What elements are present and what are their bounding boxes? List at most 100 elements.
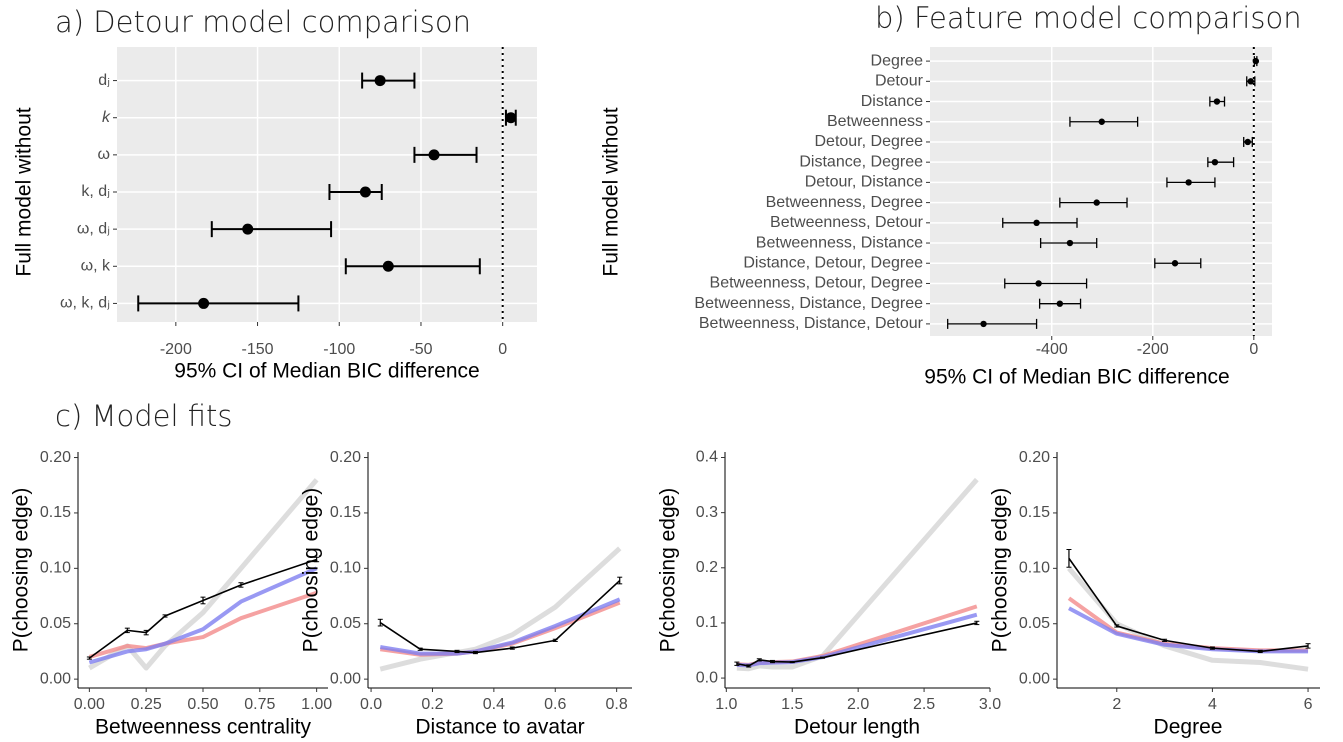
median-point <box>1066 239 1074 247</box>
y-tick-label: Distance, Detour, Degree <box>743 254 923 271</box>
plot-background <box>117 47 537 322</box>
x-tick-label: 1.00 <box>301 696 332 713</box>
series-line <box>88 558 317 659</box>
y-tick-label: 0.15 <box>40 504 71 521</box>
y-tick-label: Betweenness, Distance, Degree <box>694 295 923 312</box>
median-point <box>1056 300 1064 307</box>
median-point <box>1211 158 1219 166</box>
x-tick-label: -400 <box>1036 341 1068 358</box>
median-point <box>980 320 987 328</box>
series-line <box>88 566 318 665</box>
series-line <box>379 546 622 672</box>
y-tick-label: dⱼ <box>98 72 110 89</box>
plot-background <box>930 47 1272 336</box>
y-tick-label: 0.2 <box>696 559 718 576</box>
y-tick-label: Distance <box>861 93 923 110</box>
median-point <box>242 223 254 235</box>
y-tick-label: 0.0 <box>696 669 718 686</box>
chart-title: a) Detour model comparison <box>55 5 471 39</box>
x-axis-label: Degree <box>1154 716 1223 739</box>
x-axis-label: 95% CI of Median BIC difference <box>924 366 1229 389</box>
x-tick-label: 6 <box>1304 696 1313 713</box>
x-tick-label: 0 <box>498 341 507 358</box>
x-tick-label: 0.00 <box>74 696 105 713</box>
x-tick-label: -50 <box>409 341 432 358</box>
x-tick-label: -200 <box>1137 341 1169 358</box>
y-tick-label: 0.10 <box>1019 560 1050 577</box>
x-axis-label: Distance to avatar <box>415 716 584 739</box>
x-tick-label: 3.0 <box>979 696 1001 713</box>
y-axis-label: Full model without <box>600 107 623 276</box>
x-axis-label: Detour length <box>794 716 920 739</box>
y-axis-label: P(choosing edge) <box>300 488 323 653</box>
series-line <box>736 612 978 668</box>
y-tick-label: ω, k <box>81 258 111 275</box>
series-line <box>1068 606 1309 654</box>
y-tick-label: Detour, Degree <box>814 133 923 150</box>
y-tick-label: Betweenness, Detour <box>770 214 924 231</box>
x-tick-label: -200 <box>160 341 192 358</box>
y-tick-label: 0.00 <box>330 670 361 687</box>
chart-title: b) Feature model comparison <box>875 1 1302 35</box>
median-point <box>382 260 394 272</box>
y-tick-label: Detour, Distance <box>805 174 923 191</box>
median-point <box>505 112 517 124</box>
x-tick-label: 0 <box>1249 341 1258 358</box>
y-tick-label: Betweenness, Distance, Detour <box>699 315 924 332</box>
y-tick-label: Betweenness, Detour, Degree <box>710 275 924 292</box>
y-tick-label: Distance, Degree <box>799 153 923 170</box>
median-point <box>1252 57 1260 65</box>
y-tick-label: ω <box>98 146 111 163</box>
y-tick-label: 0.00 <box>1019 670 1050 687</box>
x-tick-label: 0.6 <box>544 696 566 713</box>
series-line <box>1067 566 1309 672</box>
y-tick-label: ω, dⱼ <box>77 220 110 237</box>
series-line <box>379 597 621 656</box>
median-point <box>1247 78 1254 85</box>
x-axis-label: Betweenness centrality <box>95 716 311 739</box>
median-point <box>1213 98 1221 105</box>
series-line <box>736 477 979 672</box>
x-tick-label: 0.2 <box>421 696 443 713</box>
y-tick-label: 0.20 <box>40 449 71 466</box>
median-point <box>1098 118 1105 125</box>
y-tick-label: Degree <box>871 52 924 69</box>
y-tick-label: Betweenness, Degree <box>766 194 924 211</box>
x-tick-label: 0.8 <box>606 696 628 713</box>
series-line <box>88 478 319 671</box>
y-tick-label: 0.1 <box>696 614 718 631</box>
median-point <box>1171 260 1179 267</box>
y-tick-label: k, dⱼ <box>81 183 110 200</box>
y-tick-label: ω, k, dⱼ <box>60 295 110 312</box>
x-tick-label: 0.4 <box>483 696 505 713</box>
median-point <box>1244 138 1251 146</box>
x-tick-label: -150 <box>242 341 274 358</box>
y-tick-label: 0.20 <box>330 449 361 466</box>
x-tick-label: 1.5 <box>781 696 803 713</box>
section-title: c) Model fits <box>55 399 233 433</box>
median-point <box>374 75 386 87</box>
median-point <box>1093 199 1100 206</box>
y-axis-label: Full model without <box>13 107 36 276</box>
y-tick-label: 0.3 <box>696 504 718 521</box>
y-tick-label: Betweenness <box>827 113 923 130</box>
y-tick-label: 0.20 <box>1019 449 1050 466</box>
median-point <box>428 149 440 161</box>
median-point <box>359 186 371 198</box>
median-point <box>1033 219 1040 227</box>
x-tick-label: 0.0 <box>360 696 382 713</box>
x-tick-label: 0.25 <box>131 696 162 713</box>
median-point <box>198 297 210 309</box>
y-tick-label: 0.05 <box>330 615 361 632</box>
y-tick-label: Betweenness, Distance <box>756 234 923 251</box>
x-tick-label: -100 <box>323 341 355 358</box>
x-tick-label: 4 <box>1208 696 1217 713</box>
y-axis-label: P(choosing edge) <box>989 488 1012 653</box>
y-tick-label: 0.05 <box>40 615 71 632</box>
x-tick-label: 2.0 <box>847 696 869 713</box>
y-tick-label: 0.05 <box>1019 615 1050 632</box>
x-tick-label: 0.50 <box>187 696 218 713</box>
y-tick-label: Detour <box>875 73 924 90</box>
